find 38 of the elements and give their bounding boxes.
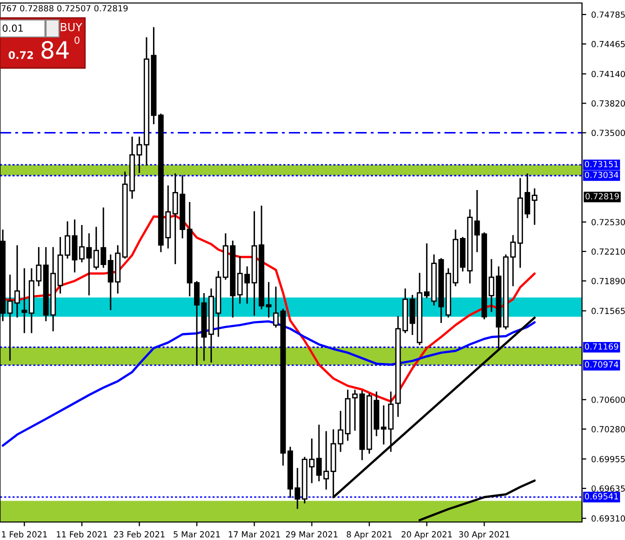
annotation: 0 (74, 36, 80, 44)
candlestick (532, 188, 538, 225)
y-tick-label: 0.70280 (592, 426, 625, 432)
candlestick (22, 268, 28, 334)
ref-line-label: 0.73034 (584, 172, 618, 178)
y-tick-label: 0.70600 (592, 396, 625, 403)
y-tick-label: 0.71565 (592, 308, 625, 314)
y-tick-label: 0.72210 (592, 248, 625, 255)
y-tick-label: 0.69955 (592, 456, 625, 462)
x-tick-label: 29 Mar 2021 (286, 531, 338, 538)
x-tick-label: 17 Mar 2021 (228, 531, 280, 538)
annotation: 0.01 (2, 24, 23, 32)
annotation: 767 0.72888 0.72507 0.72819 (2, 5, 128, 12)
y-tick-label: 0.74785 (592, 11, 625, 18)
x-tick-label: 5 Mar 2021 (174, 531, 220, 538)
x-tick-label: 23 Feb 2021 (114, 531, 164, 538)
y-tick-label: 0.69310 (592, 515, 625, 522)
x-tick-label: 1 Feb 2021 (2, 531, 47, 538)
ref-line-label: 0.69541 (584, 493, 618, 500)
text: 0.72819 (586, 193, 619, 200)
y-tick-label: 0.73820 (592, 100, 625, 107)
y-tick-label: 0.74465 (592, 40, 625, 48)
ref-line-label: 0.70974 (584, 361, 618, 368)
annotation: 84 (42, 40, 69, 59)
ref-line-label: 0.71169 (584, 343, 618, 350)
x-tick-label: 8 Apr 2021 (346, 531, 392, 540)
y-tick-label: 0.72530 (592, 218, 625, 226)
y-tick-label: 0.71890 (592, 278, 625, 284)
annotation: BUY (60, 22, 82, 32)
ref-line-label: 0.73151 (584, 160, 618, 168)
candlestick (273, 286, 279, 328)
y-tick-label: 0.74140 (592, 70, 625, 78)
y-tick-label: 0.73500 (592, 130, 625, 136)
x-tick-label: 11 Feb 2021 (56, 531, 108, 538)
annotation: 0.72 (8, 51, 33, 60)
x-tick-label: 20 Apr 2021 (402, 531, 452, 540)
x-tick-label: 30 Apr 2021 (459, 531, 510, 540)
y-tick-label: 0.69635 (592, 485, 625, 492)
